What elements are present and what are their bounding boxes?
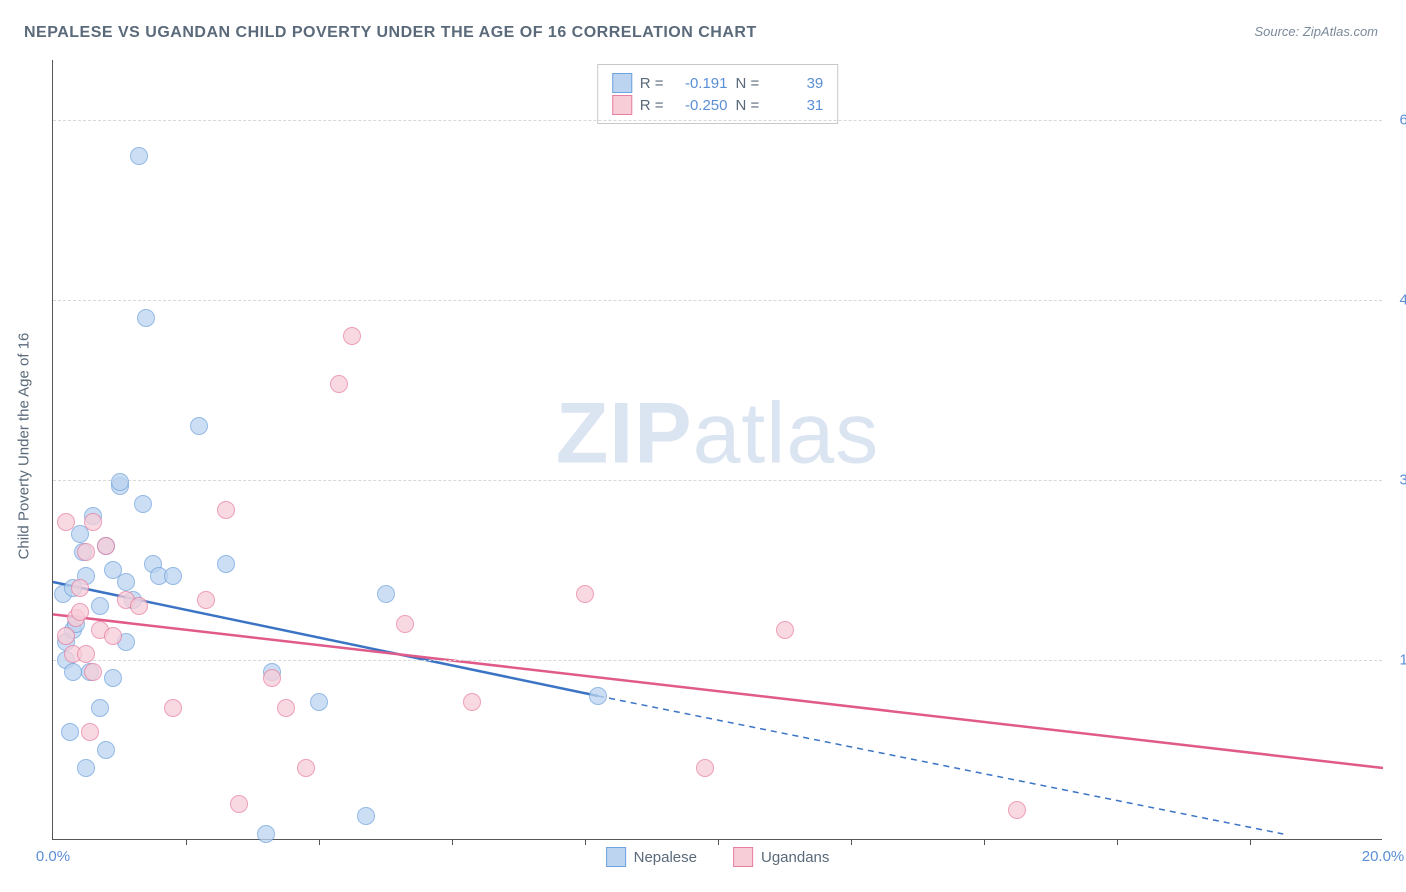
r-label: R = — [640, 97, 664, 114]
data-point — [589, 687, 607, 705]
data-point — [91, 699, 109, 717]
chart-title: NEPALESE VS UGANDAN CHILD POVERTY UNDER … — [24, 24, 757, 42]
data-point — [97, 741, 115, 759]
legend-item-ugandans: Ugandans — [733, 847, 829, 867]
data-point — [71, 603, 89, 621]
data-point — [117, 573, 135, 591]
gridline — [53, 120, 1382, 121]
swatch-nepalese-b — [606, 847, 626, 867]
x-tick-label: 0.0% — [36, 848, 70, 865]
data-point — [277, 699, 295, 717]
r-label: R = — [640, 75, 664, 92]
data-point — [257, 825, 275, 843]
swatch-nepalese — [612, 73, 632, 93]
x-tick — [319, 839, 320, 845]
swatch-ugandans — [612, 95, 632, 115]
source-label: Source: ZipAtlas.com — [1254, 24, 1378, 39]
r-value-nepalese: -0.191 — [672, 75, 728, 92]
n-label: N = — [736, 75, 760, 92]
data-point — [297, 759, 315, 777]
x-tick — [984, 839, 985, 845]
x-tick — [452, 839, 453, 845]
watermark-rest: atlas — [693, 385, 880, 481]
data-point — [776, 621, 794, 639]
data-point — [217, 501, 235, 519]
legend-item-nepalese: Nepalese — [606, 847, 697, 867]
gridline — [53, 480, 1382, 481]
x-tick — [186, 839, 187, 845]
legend-row-ugandans: R = -0.250 N = 31 — [612, 95, 824, 115]
n-label: N = — [736, 97, 760, 114]
data-point — [77, 543, 95, 561]
x-tick — [718, 839, 719, 845]
data-point — [217, 555, 235, 573]
watermark-bold: ZIP — [556, 385, 693, 481]
y-tick-label: 15.0% — [1399, 652, 1406, 669]
data-point — [190, 417, 208, 435]
data-point — [396, 615, 414, 633]
r-value-ugandans: -0.250 — [672, 97, 728, 114]
data-point — [91, 597, 109, 615]
n-value-ugandans: 31 — [767, 97, 823, 114]
y-tick-label: 60.0% — [1399, 112, 1406, 129]
data-point — [377, 585, 395, 603]
data-point — [137, 309, 155, 327]
data-point — [77, 645, 95, 663]
data-point — [197, 591, 215, 609]
data-point — [64, 663, 82, 681]
legend-label-nepalese: Nepalese — [634, 849, 697, 866]
x-tick — [1117, 839, 1118, 845]
data-point — [696, 759, 714, 777]
regression-lines — [53, 60, 1382, 839]
correlation-legend: R = -0.191 N = 39 R = -0.250 N = 31 — [597, 64, 839, 124]
data-point — [463, 693, 481, 711]
y-axis-label: Child Poverty Under the Age of 16 — [16, 333, 33, 560]
data-point — [576, 585, 594, 603]
data-point — [57, 627, 75, 645]
x-tick — [585, 839, 586, 845]
data-point — [164, 567, 182, 585]
data-point — [84, 663, 102, 681]
data-point — [310, 693, 328, 711]
y-tick-label: 45.0% — [1399, 292, 1406, 309]
legend-label-ugandans: Ugandans — [761, 849, 829, 866]
series-legend: Nepalese Ugandans — [606, 847, 830, 867]
x-tick — [1250, 839, 1251, 845]
data-point — [343, 327, 361, 345]
data-point — [71, 579, 89, 597]
x-tick — [851, 839, 852, 845]
data-point — [111, 473, 129, 491]
data-point — [164, 699, 182, 717]
data-point — [134, 495, 152, 513]
y-tick-label: 30.0% — [1399, 472, 1406, 489]
n-value-nepalese: 39 — [767, 75, 823, 92]
watermark: ZIPatlas — [556, 384, 879, 483]
data-point — [130, 597, 148, 615]
gridline — [53, 660, 1382, 661]
data-point — [104, 627, 122, 645]
data-point — [263, 669, 281, 687]
data-point — [81, 723, 99, 741]
data-point — [57, 513, 75, 531]
data-point — [61, 723, 79, 741]
plot-area: ZIPatlas R = -0.191 N = 39 R = -0.250 N … — [52, 60, 1382, 840]
data-point — [1008, 801, 1026, 819]
data-point — [130, 147, 148, 165]
data-point — [357, 807, 375, 825]
data-point — [77, 759, 95, 777]
x-tick-label: 20.0% — [1362, 848, 1405, 865]
gridline — [53, 300, 1382, 301]
data-point — [230, 795, 248, 813]
data-point — [97, 537, 115, 555]
legend-row-nepalese: R = -0.191 N = 39 — [612, 73, 824, 93]
data-point — [104, 669, 122, 687]
data-point — [84, 513, 102, 531]
data-point — [330, 375, 348, 393]
swatch-ugandans-b — [733, 847, 753, 867]
